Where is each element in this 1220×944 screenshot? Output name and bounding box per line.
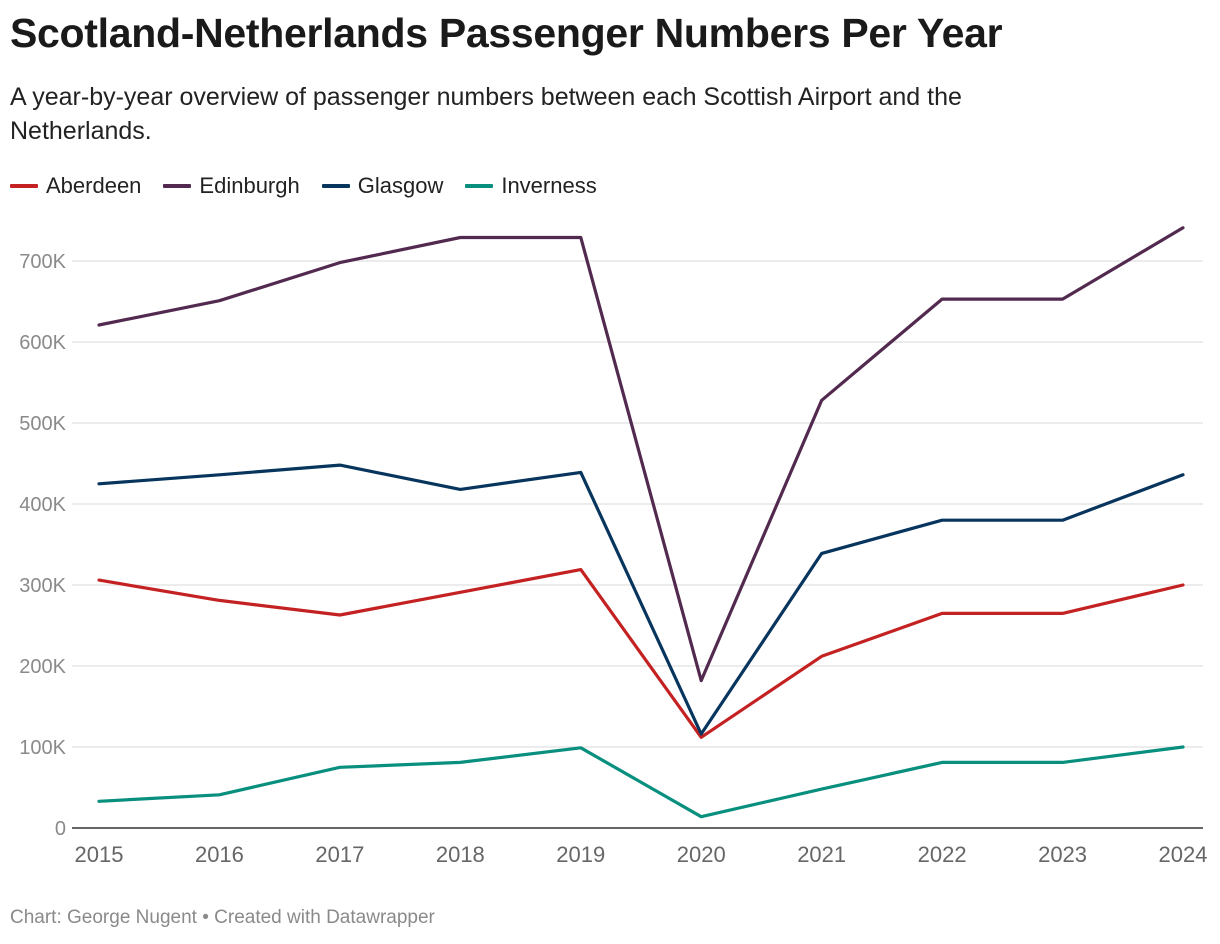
- legend-label-aberdeen: Aberdeen: [46, 173, 142, 198]
- y-tick-label: 600K: [19, 332, 66, 354]
- legend-swatch-glasgow: [321, 184, 350, 188]
- x-tick-label: 2017: [315, 842, 364, 867]
- x-tick-label: 2022: [918, 842, 967, 867]
- series-line-edinburgh: [97, 226, 1185, 683]
- legend-swatch-inverness: [465, 184, 494, 188]
- series-line-aberdeen: [97, 567, 1185, 739]
- y-tick-label: 700K: [19, 251, 66, 273]
- series-line-glasgow: [97, 463, 1185, 736]
- y-tick-label: 0: [55, 818, 66, 840]
- y-tick-label: 400K: [19, 494, 66, 516]
- x-tick-label: 2016: [195, 842, 244, 867]
- y-tick-label: 300K: [19, 575, 66, 597]
- legend-label-glasgow: Glasgow: [357, 173, 444, 198]
- legend-swatch-aberdeen: [10, 184, 38, 188]
- legend: Aberdeen Edinburgh Glasgow Inverness: [10, 173, 597, 199]
- y-tick-label: 200K: [19, 656, 66, 678]
- legend-item-glasgow[interactable]: Glasgow: [321, 173, 444, 199]
- x-tick-label: 2019: [556, 842, 605, 867]
- y-tick-label: 500K: [19, 413, 66, 435]
- chart-title: Scotland-Netherlands Passenger Numbers P…: [10, 10, 1003, 56]
- x-tick-label: 2023: [1038, 842, 1087, 867]
- chart-subtitle: A year-by-year overview of passenger num…: [10, 83, 962, 145]
- legend-item-aberdeen[interactable]: Aberdeen: [10, 173, 141, 199]
- x-tick-label: 2015: [75, 842, 124, 867]
- x-tick-label: 2021: [797, 842, 846, 867]
- legend-label-inverness: Inverness: [501, 173, 597, 198]
- series-line-inverness: [97, 745, 1185, 819]
- legend-label-edinburgh: Edinburgh: [199, 173, 300, 198]
- y-tick-label: 100K: [19, 737, 66, 759]
- x-tick-label: 2018: [436, 842, 485, 867]
- legend-item-edinburgh[interactable]: Edinburgh: [163, 173, 300, 199]
- legend-swatch-edinburgh: [163, 184, 192, 188]
- x-tick-label: 2024: [1159, 842, 1208, 867]
- legend-item-inverness[interactable]: Inverness: [465, 173, 597, 199]
- x-tick-label: 2020: [677, 842, 726, 867]
- chart-footer: Chart: George Nugent • Created with Data…: [10, 907, 435, 928]
